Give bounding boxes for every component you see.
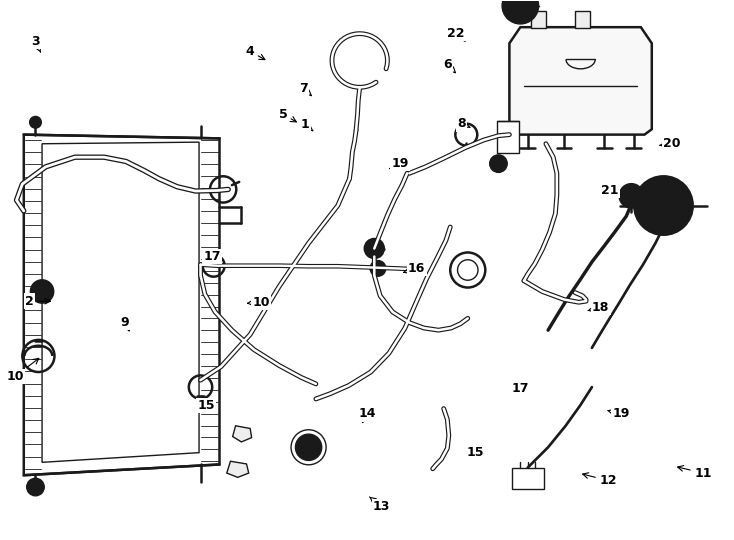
Text: 4: 4 — [246, 45, 265, 59]
Text: 10: 10 — [247, 296, 270, 309]
Text: 19: 19 — [608, 408, 630, 421]
Text: 11: 11 — [677, 465, 712, 480]
Text: 17: 17 — [512, 382, 529, 395]
Text: 21: 21 — [601, 184, 620, 197]
Text: 8: 8 — [457, 117, 470, 130]
Text: 22: 22 — [447, 27, 465, 42]
Text: 14: 14 — [358, 408, 376, 423]
Circle shape — [28, 480, 43, 494]
Polygon shape — [233, 426, 252, 442]
Circle shape — [29, 117, 41, 128]
Circle shape — [26, 478, 44, 496]
Text: 13: 13 — [369, 497, 390, 513]
Text: 20: 20 — [659, 137, 681, 150]
Text: 5: 5 — [279, 107, 297, 122]
Text: 16: 16 — [404, 262, 425, 275]
Text: 15: 15 — [466, 446, 484, 459]
Circle shape — [30, 280, 54, 303]
Bar — [497, 121, 519, 153]
Text: 2: 2 — [25, 295, 51, 308]
Text: 15: 15 — [197, 399, 215, 412]
Circle shape — [502, 0, 539, 24]
Text: 1: 1 — [300, 118, 313, 131]
Text: 19: 19 — [390, 157, 409, 170]
Text: 3: 3 — [31, 35, 40, 52]
Text: 12: 12 — [583, 472, 617, 487]
Text: 6: 6 — [443, 58, 455, 73]
Bar — [575, 11, 589, 28]
Polygon shape — [509, 27, 652, 134]
Text: 7: 7 — [299, 83, 311, 96]
Text: 17: 17 — [203, 250, 222, 264]
Bar — [531, 11, 546, 28]
Text: 10: 10 — [7, 359, 39, 383]
Circle shape — [634, 177, 693, 235]
Polygon shape — [227, 461, 249, 477]
Circle shape — [365, 239, 384, 258]
Circle shape — [490, 155, 507, 172]
Circle shape — [296, 434, 321, 461]
Circle shape — [619, 184, 643, 207]
Circle shape — [371, 261, 385, 276]
Polygon shape — [512, 468, 544, 489]
Polygon shape — [23, 134, 219, 475]
Text: 18: 18 — [588, 301, 609, 314]
Text: 9: 9 — [120, 316, 129, 331]
